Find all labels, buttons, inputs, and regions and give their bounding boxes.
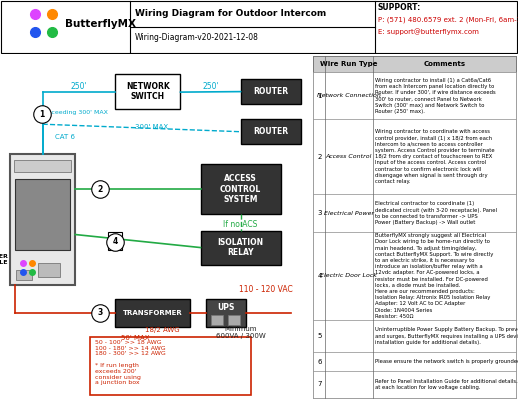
Text: 1: 1 [318,93,322,99]
Bar [16,270,32,280]
Bar [90,337,251,395]
Bar [18,162,30,169]
Bar [313,72,516,119]
Bar [210,315,223,325]
Text: 4: 4 [318,273,322,279]
Text: 7: 7 [318,381,322,387]
Bar [55,162,67,169]
Text: 18/2 AWG: 18/2 AWG [146,327,180,333]
Text: 50 - 100' >> 18 AWG
100 - 180' >> 14 AWG
180 - 300' >> 12 AWG

* If run length
e: 50 - 100' >> 18 AWG 100 - 180' >> 14 AWG… [95,340,166,386]
Text: 2: 2 [318,154,322,160]
Text: Comments: Comments [423,61,465,67]
Bar [108,232,122,250]
Text: UPS: UPS [217,303,234,312]
Bar [313,194,516,232]
Text: ButterflyMX strongly suggest all Electrical
Door Lock wiring to be home-run dire: ButterflyMX strongly suggest all Electri… [375,233,493,319]
Text: Refer to Panel Installation Guide for additional details. Leave 6' service loop
: Refer to Panel Installation Guide for ad… [375,379,518,390]
Bar [313,352,516,371]
Text: 2: 2 [97,185,103,194]
Text: ISOLATION
RELAY: ISOLATION RELAY [218,238,264,257]
Bar [14,160,71,172]
Bar [116,74,180,109]
Text: 250': 250' [70,82,87,91]
Text: P: (571) 480.6579 ext. 2 (Mon-Fri, 6am-10pm EST): P: (571) 480.6579 ext. 2 (Mon-Fri, 6am-1… [378,17,518,23]
Text: Uninterruptible Power Supply Battery Backup. To prevent voltage drops
and surges: Uninterruptible Power Supply Battery Bac… [375,327,518,345]
Text: E: support@butterflymx.com: E: support@butterflymx.com [378,29,479,35]
Text: Wiring Diagram for Outdoor Intercom: Wiring Diagram for Outdoor Intercom [135,10,326,18]
Text: Network Connection: Network Connection [316,93,381,98]
Bar [200,230,281,265]
Bar [313,119,516,194]
Bar [313,56,516,72]
Text: 50' MAX: 50' MAX [121,335,150,341]
Text: Please ensure the network switch is properly grounded.: Please ensure the network switch is prop… [375,359,518,364]
Text: ButterflyMX: ButterflyMX [65,19,136,29]
Text: Electric Door Lock: Electric Door Lock [320,274,377,278]
Text: 250': 250' [202,82,219,91]
Bar [200,164,281,214]
Text: 110 - 120 VAC: 110 - 120 VAC [239,285,293,294]
Text: Electrical Power: Electrical Power [324,211,373,216]
Text: Electrical contractor to coordinate (1)
dedicated circuit (with 3-20 receptacle): Electrical contractor to coordinate (1) … [375,201,497,225]
Text: If exceeding 300' MAX: If exceeding 300' MAX [38,110,107,115]
Bar [15,179,70,250]
Bar [116,299,191,327]
Bar [38,263,60,277]
Text: Wiring-Diagram-v20-2021-12-08: Wiring-Diagram-v20-2021-12-08 [135,34,259,42]
Text: Wire Run Type: Wire Run Type [320,61,378,67]
Text: 4: 4 [113,237,118,246]
Text: 1: 1 [39,110,45,119]
Text: 6: 6 [318,358,322,364]
Text: If no ACS: If no ACS [223,220,258,229]
Bar [313,232,516,320]
Bar [206,299,246,327]
Bar [241,79,301,104]
Text: NETWORK
SWITCH: NETWORK SWITCH [126,82,170,101]
Bar [241,119,301,144]
Text: TRANSFORMER: TRANSFORMER [123,310,183,316]
Text: Wiring contractor to coordinate with access
control provider, install (1) x 18/2: Wiring contractor to coordinate with acc… [375,130,494,184]
Text: ROUTER: ROUTER [253,127,288,136]
Text: 3: 3 [318,210,322,216]
Text: SUPPORT:: SUPPORT: [378,4,421,12]
Bar [40,162,48,169]
Bar [227,315,240,325]
Bar [313,320,516,352]
Bar [10,154,75,285]
Text: POWER
CABLE: POWER CABLE [0,254,8,265]
Text: CAT 6: CAT 6 [55,134,75,140]
Text: Minimum
600VA / 300W: Minimum 600VA / 300W [215,326,266,339]
Text: 300' MAX: 300' MAX [135,124,168,130]
Bar [313,371,516,398]
Text: Access Control: Access Control [325,154,372,159]
Text: Wiring contractor to install (1) a Cat6a/Cat6
from each Intercom panel location : Wiring contractor to install (1) a Cat6a… [375,78,495,114]
Text: 5: 5 [318,333,322,339]
Text: ROUTER: ROUTER [253,87,288,96]
Text: ACCESS
CONTROL
SYSTEM: ACCESS CONTROL SYSTEM [220,174,261,204]
Text: 3: 3 [97,308,103,317]
